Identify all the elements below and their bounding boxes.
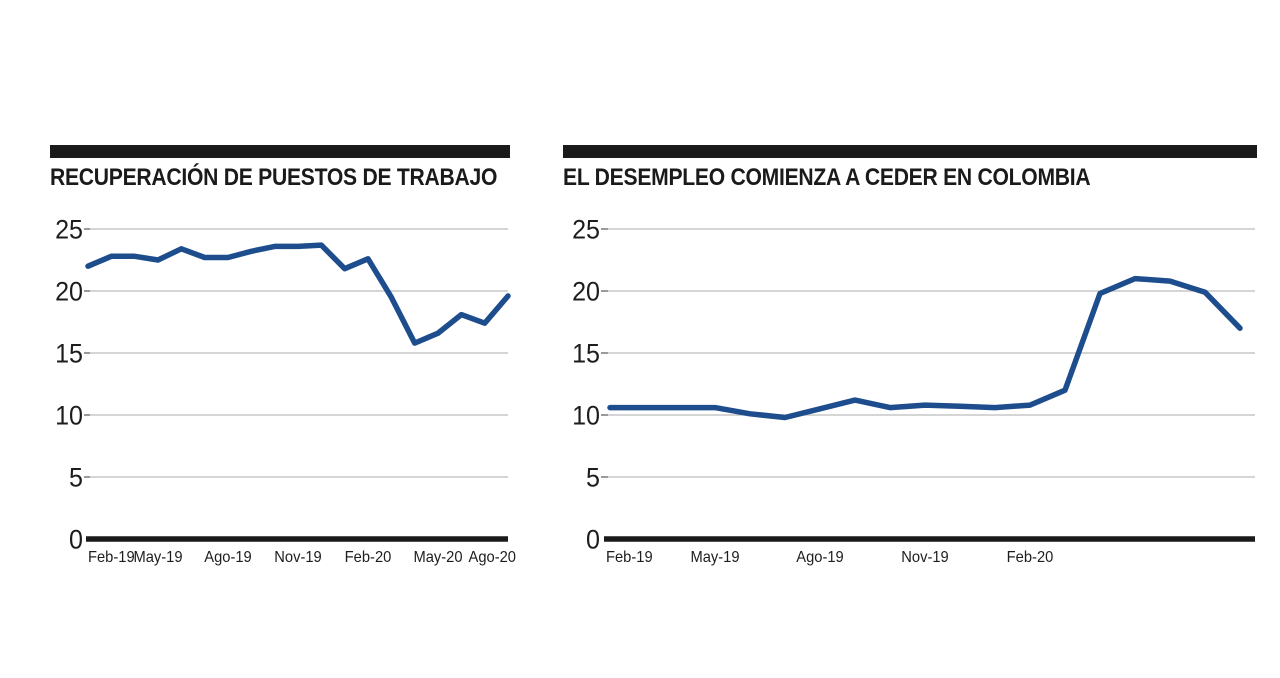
x-tick-label: Ago-19 (204, 549, 251, 566)
y-tick-label: 25 (572, 214, 600, 245)
x-tick-label: Feb-19 (606, 549, 653, 566)
y-tick-label: 15 (55, 338, 83, 369)
series-line (607, 275, 1243, 421)
x-tick-label: Ago-19 (796, 549, 843, 566)
y-tick-label: 5 (586, 462, 600, 493)
x-tick-label: Feb-20 (1007, 549, 1054, 566)
x-tick-label: Feb-19 (88, 549, 135, 566)
x-tick-label: Nov-19 (901, 549, 948, 566)
title-bar (563, 145, 1257, 158)
jobs-recovery-chart-panel: RECUPERACIÓN DE PUESTOS DE TRABAJO 25 20 1… (50, 145, 516, 566)
line-chart-plot: 25 20 15 10 5 0 Feb-19 May-19 Ago-19 Nov-19 Feb-20 (572, 214, 1255, 566)
y-tick-label: 10 (572, 400, 600, 431)
y-tick-label: 0 (69, 524, 83, 555)
y-tick-label: 20 (55, 276, 83, 307)
y-tick-label: 15 (572, 338, 600, 369)
y-tick-label: 0 (586, 524, 600, 555)
y-tick-label: 5 (69, 462, 83, 493)
x-tick-label: May-19 (690, 549, 739, 566)
chart-title: EL DESEMPLEO COMIENZA A CEDER EN COLOMBI… (563, 164, 1091, 191)
y-tick-label: 20 (572, 276, 600, 307)
x-tick-label: Ago-20 (469, 549, 516, 566)
x-tick-label: May-19 (133, 549, 182, 566)
y-tick-label: 10 (55, 400, 83, 431)
x-tick-label: Feb-20 (345, 549, 392, 566)
unemployment-chart-panel: EL DESEMPLEO COMIENZA A CEDER EN COLOMBI… (563, 145, 1257, 566)
chart-title: RECUPERACIÓN DE PUESTOS DE TRABAJO (50, 164, 498, 191)
x-tick-label: Nov-19 (274, 549, 321, 566)
series-line (85, 242, 511, 346)
y-tick-label: 25 (55, 214, 83, 245)
x-tick-label: May-20 (413, 549, 462, 566)
title-bar (50, 145, 510, 158)
